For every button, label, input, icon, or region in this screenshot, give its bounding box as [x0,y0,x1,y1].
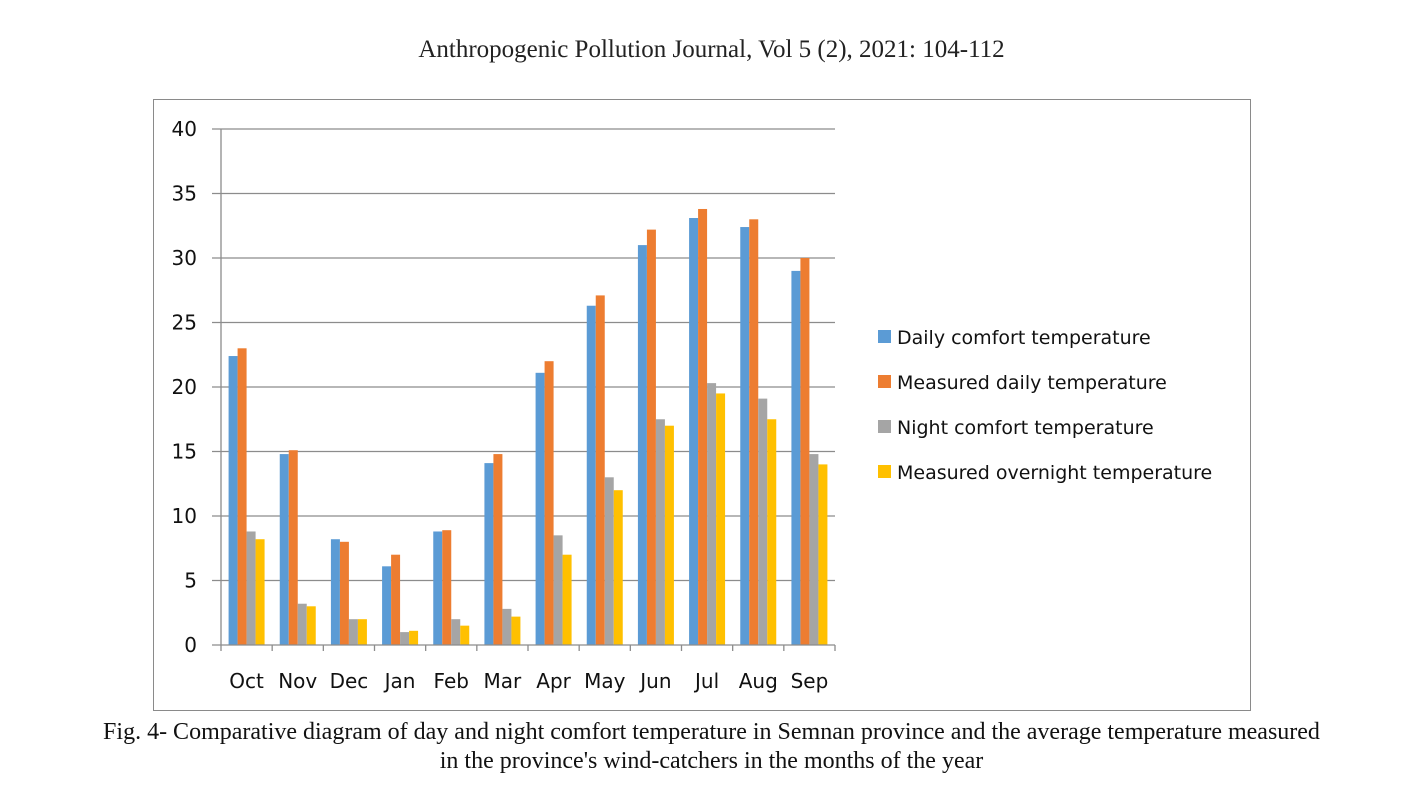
bar-jun-series-1 [637,245,647,645]
x-tick-label: Apr [536,669,571,693]
bar-apr-series-3 [553,535,563,645]
bar-aug-series-1 [740,227,750,646]
bar-dec-series-3 [348,619,358,645]
bar-jun-series-3 [655,419,665,645]
bar-sep-series-1 [791,270,801,645]
x-tick-label: Jul [693,669,719,693]
bar-dec-series-1 [330,539,340,645]
legend-label: Daily comfort temperature [897,327,1151,349]
bar-feb-series-4 [460,625,470,645]
x-tick-label: Feb [434,669,469,693]
bar-feb-series-1 [433,531,443,645]
bar-jul-series-4 [716,393,726,645]
bar-oct-series-1 [228,356,238,645]
legend-swatch [878,420,891,433]
y-tick-label: 25 [172,311,197,335]
bar-feb-series-2 [442,530,452,645]
y-tick-label: 0 [184,633,197,657]
legend-label: Measured overnight temperature [897,462,1212,484]
bar-jul-series-2 [698,208,708,646]
legend: Daily comfort temperature Measured daily … [878,327,1212,484]
x-tick-label: Jun [638,669,671,693]
y-tick-label: 30 [172,246,197,270]
gridlines [212,128,835,582]
x-tick-label: Jan [383,669,416,693]
legend-label: Night comfort temperature [897,417,1154,439]
x-tick-label: Dec [330,669,369,693]
bar-dec-series-2 [339,541,349,645]
figure-caption: Fig. 4- Comparative diagram of day and n… [0,718,1423,776]
bar-may-series-3 [604,477,614,645]
bar-oct-series-2 [237,348,247,645]
bar-aug-series-2 [749,219,759,646]
x-tick-label: Nov [278,669,317,693]
y-tick-label: 40 [172,117,197,141]
bar-aug-series-3 [758,398,768,645]
bar-jan-series-2 [391,554,401,645]
y-tick-label: 15 [172,440,197,464]
bar-may-series-1 [586,305,596,645]
x-tick-label: Mar [484,669,523,693]
bar-jun-series-4 [664,425,674,645]
bar-apr-series-2 [544,361,554,645]
x-tick-label: May [584,669,626,693]
bar-nov-series-1 [279,454,289,645]
x-tick-label: Sep [791,669,829,693]
bar-oct-series-3 [246,531,256,645]
bar-sep-series-4 [818,464,828,645]
bar-mar-series-4 [511,616,521,645]
y-tick-label: 5 [184,569,197,593]
bar-nov-series-3 [297,603,307,645]
bar-mar-series-2 [493,454,503,645]
bar-sep-series-3 [809,454,819,645]
journal-header: Anthropogenic Pollution Journal, Vol 5 (… [418,36,1005,63]
y-tick-label: 35 [172,182,197,206]
bar-apr-series-1 [535,372,545,645]
bars [228,208,828,646]
legend-label: Measured daily temperature [897,372,1167,394]
bar-sep-series-2 [800,258,810,645]
y-axis: 0 5 10 15 20 25 30 35 40 [172,117,222,657]
caption-line-1: Fig. 4- Comparative diagram of day and n… [103,719,1320,745]
bar-jan-series-3 [400,632,410,645]
bar-jan-series-1 [382,566,392,645]
caption-line-2: in the province's wind-catchers in the m… [439,748,984,774]
x-tick-label: Aug [739,669,778,693]
bar-feb-series-3 [451,619,461,645]
bar-aug-series-4 [767,419,777,645]
x-axis: Oct Nov Dec Jan Feb Mar Apr May Jun Jul Aug Sep [212,644,836,693]
bar-mar-series-1 [484,463,494,645]
bar-may-series-4 [613,490,623,645]
bar-apr-series-4 [562,554,572,645]
y-tick-label: 20 [172,375,197,399]
y-tick-label: 10 [172,504,197,528]
legend-swatch [878,375,891,388]
bar-may-series-2 [595,295,605,645]
bar-dec-series-4 [357,619,367,645]
bar-nov-series-4 [306,606,316,645]
legend-swatch [878,465,891,478]
bar-mar-series-3 [502,608,512,645]
bar-jul-series-1 [689,218,699,645]
bar-jan-series-4 [409,630,419,645]
bar-nov-series-2 [288,450,298,645]
x-tick-label: Oct [229,669,264,693]
legend-swatch [878,330,891,343]
bar-oct-series-4 [255,539,265,645]
bar-jul-series-3 [707,383,717,645]
bar-jun-series-2 [646,229,656,645]
